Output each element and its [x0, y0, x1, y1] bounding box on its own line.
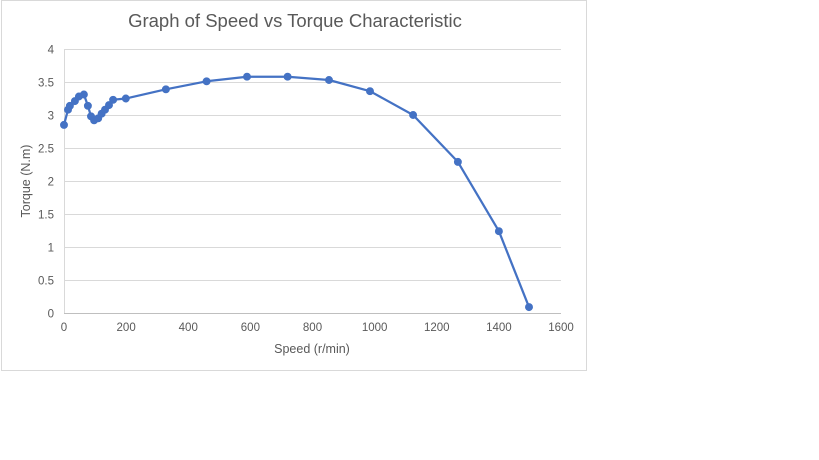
- gridlines: [64, 49, 561, 281]
- y-tick-label: 0.5: [38, 276, 54, 288]
- y-tick-label: 3.5: [38, 78, 54, 90]
- chart-frame: [1, 0, 587, 371]
- data-point-marker: [243, 72, 251, 81]
- data-point-marker: [161, 85, 170, 94]
- x-tick-label: 200: [117, 322, 136, 334]
- data-point-marker: [83, 101, 92, 110]
- series-line: [62, 75, 531, 309]
- x-tick-label: 1200: [424, 322, 450, 334]
- x-tick-label: 600: [241, 322, 260, 334]
- x-tick-label: 1400: [486, 322, 512, 334]
- y-tick-label: 3: [48, 111, 54, 123]
- x-tick-label: 400: [179, 322, 198, 334]
- y-axis-label: Torque (N.m): [19, 145, 33, 218]
- data-point-marker: [121, 94, 130, 103]
- data-point-marker: [409, 111, 418, 119]
- y-tick-label: 1.5: [38, 210, 54, 222]
- data-series: [60, 72, 533, 312]
- y-tick-label: 0: [48, 309, 54, 321]
- data-point-marker: [79, 90, 88, 99]
- data-point-marker: [202, 77, 211, 86]
- x-axis-tick-labels: 0 200 400 600 800 1000 1200 1400 1600: [61, 322, 574, 334]
- data-point-marker: [105, 101, 113, 110]
- chart-title: Graph of Speed vs Torque Characteristic: [128, 10, 462, 31]
- x-axis-label: Speed (r/min): [274, 342, 350, 356]
- data-point-marker: [65, 101, 74, 110]
- data-point-marker: [283, 72, 292, 81]
- data-point-marker: [494, 227, 503, 236]
- y-tick-label: 4: [48, 45, 55, 57]
- x-tick-label: 800: [303, 322, 322, 334]
- data-point-marker: [325, 76, 333, 84]
- data-point-marker: [60, 120, 68, 129]
- y-axis-tick-labels: 0 0.5 1 1.5 2 2.5 3 3.5 4: [38, 45, 55, 321]
- data-point-marker: [525, 303, 533, 312]
- y-tick-label: 1: [48, 243, 54, 255]
- data-point-marker: [109, 95, 118, 104]
- data-point-marker: [366, 87, 374, 96]
- y-tick-label: 2: [48, 177, 54, 189]
- x-tick-label: 0: [61, 322, 67, 334]
- x-tick-label: 1600: [548, 322, 574, 334]
- data-point-marker: [453, 157, 462, 166]
- y-tick-label: 2.5: [38, 144, 54, 156]
- x-tick-label: 1000: [362, 322, 388, 334]
